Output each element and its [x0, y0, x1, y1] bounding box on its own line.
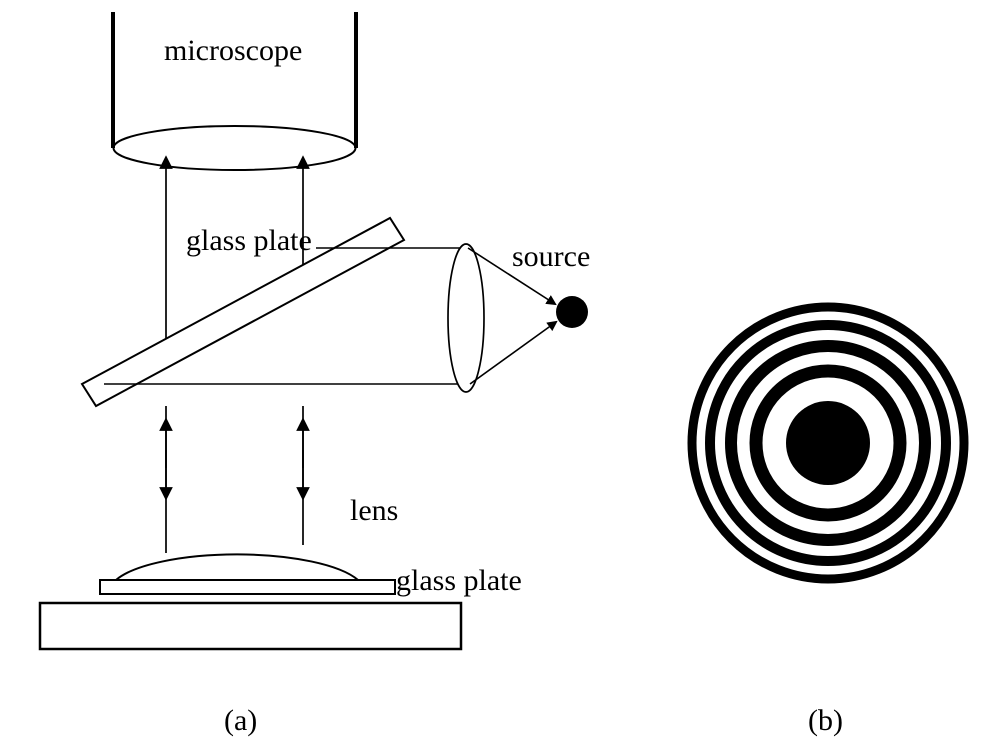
optics-diagram: microscope glass plate source lens glass… [0, 0, 994, 752]
caption-b: (b) [808, 704, 843, 737]
label-glass-plate-bot: glass plate [396, 564, 522, 597]
label-lens: lens [350, 494, 398, 527]
source-point [556, 296, 588, 328]
caption-a: (a) [224, 704, 257, 737]
label-glass-plate-top: glass plate [186, 224, 312, 257]
rays-splitter-to-lens [166, 406, 303, 553]
label-microscope: microscope [164, 34, 302, 67]
panel-b-newtons-rings [692, 307, 964, 579]
panel-a [40, 12, 588, 649]
collimating-lens [448, 244, 484, 392]
label-source: source [512, 240, 590, 273]
